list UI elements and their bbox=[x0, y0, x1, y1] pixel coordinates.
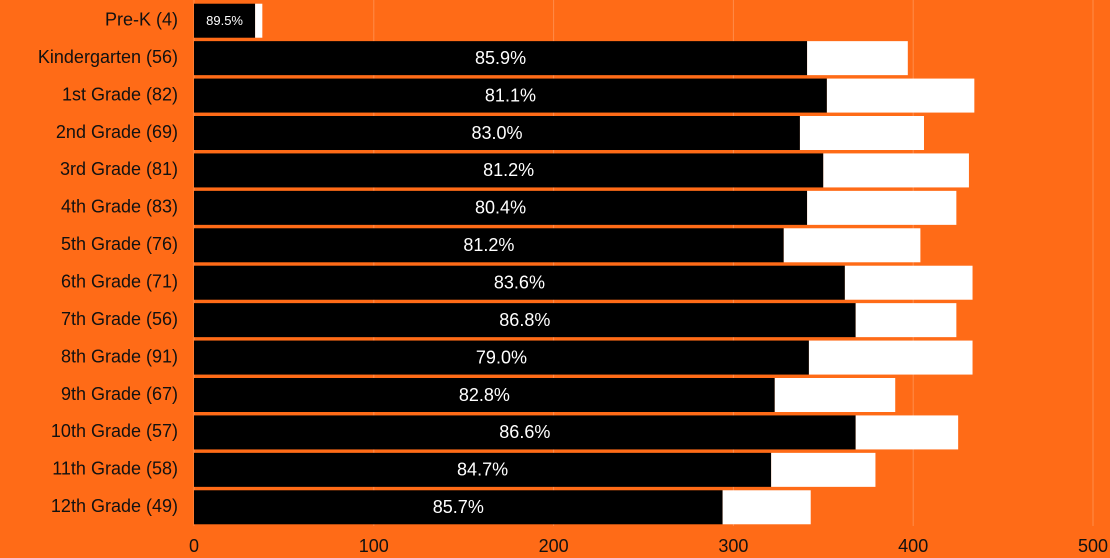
percent-label: 81.2% bbox=[463, 235, 514, 255]
x-tick-label: 500 bbox=[1078, 536, 1108, 556]
percent-label: 86.8% bbox=[499, 310, 550, 330]
bar-segment bbox=[799, 116, 924, 150]
x-tick-label: 100 bbox=[359, 536, 389, 556]
bar-segment bbox=[194, 340, 809, 375]
x-tick-label: 0 bbox=[189, 536, 199, 556]
bar-segment bbox=[194, 490, 723, 525]
bar-segment bbox=[194, 228, 784, 263]
bar-segment bbox=[807, 190, 957, 225]
y-tick-label: 10th Grade (57) bbox=[51, 421, 178, 441]
percent-label: 84.7% bbox=[457, 460, 508, 480]
bar-segment bbox=[855, 303, 957, 338]
percent-label: 81.2% bbox=[483, 160, 534, 180]
percent-label: 79.0% bbox=[476, 347, 527, 367]
y-tick-label: 1st Grade (82) bbox=[62, 84, 178, 104]
bar-segment bbox=[826, 78, 975, 113]
x-tick-label: 400 bbox=[898, 536, 928, 556]
y-tick-label: 2nd Grade (69) bbox=[56, 122, 178, 142]
percent-label: 80.4% bbox=[475, 198, 526, 218]
x-tick-label: 300 bbox=[718, 536, 748, 556]
bar-segment bbox=[194, 78, 827, 113]
percent-label: 86.6% bbox=[499, 422, 550, 442]
bar-segment bbox=[844, 265, 973, 300]
bar-segment bbox=[783, 228, 921, 263]
bar-segment bbox=[774, 378, 896, 412]
y-tick-label: 6th Grade (71) bbox=[61, 271, 178, 291]
bar-segment bbox=[194, 303, 856, 338]
percent-label: 89.5% bbox=[206, 13, 243, 28]
y-tick-label: 8th Grade (91) bbox=[61, 346, 178, 366]
percent-label: 85.9% bbox=[475, 48, 526, 68]
y-tick-label: 11th Grade (58) bbox=[52, 459, 178, 479]
y-tick-label: Kindergarten (56) bbox=[38, 47, 178, 67]
percent-label: 85.7% bbox=[433, 497, 484, 517]
y-tick-label: 4th Grade (83) bbox=[61, 197, 178, 217]
y-tick-label: 3rd Grade (81) bbox=[60, 159, 178, 179]
bar-segment bbox=[808, 340, 973, 375]
bar-segment bbox=[194, 452, 772, 487]
bar-segment bbox=[194, 3, 256, 38]
percent-label: 81.1% bbox=[485, 85, 536, 105]
bar-segment bbox=[823, 153, 969, 188]
y-tick-label: 5th Grade (76) bbox=[61, 234, 178, 254]
percent-label: 83.0% bbox=[471, 123, 522, 143]
bar-segment bbox=[722, 490, 811, 525]
y-tick-label: 9th Grade (67) bbox=[61, 384, 178, 404]
bar-segment bbox=[194, 116, 800, 150]
bar-segment bbox=[194, 153, 824, 188]
bar-segment bbox=[807, 41, 908, 76]
bar-segment bbox=[194, 378, 775, 412]
x-tick-label: 200 bbox=[539, 536, 569, 556]
bar-segment bbox=[194, 265, 845, 300]
bar-segment bbox=[194, 415, 856, 450]
bar-segment bbox=[855, 415, 959, 450]
bar-segment bbox=[194, 190, 808, 225]
y-tick-label: 7th Grade (56) bbox=[61, 309, 178, 329]
bar-segment bbox=[194, 41, 808, 76]
percent-label: 83.6% bbox=[494, 272, 545, 292]
percent-label: 82.8% bbox=[459, 385, 510, 405]
bar-segment bbox=[255, 3, 263, 38]
y-tick-label: 12th Grade (49) bbox=[51, 496, 178, 516]
bar-segment bbox=[771, 452, 876, 487]
y-tick-label: Pre-K (4) bbox=[105, 9, 178, 29]
